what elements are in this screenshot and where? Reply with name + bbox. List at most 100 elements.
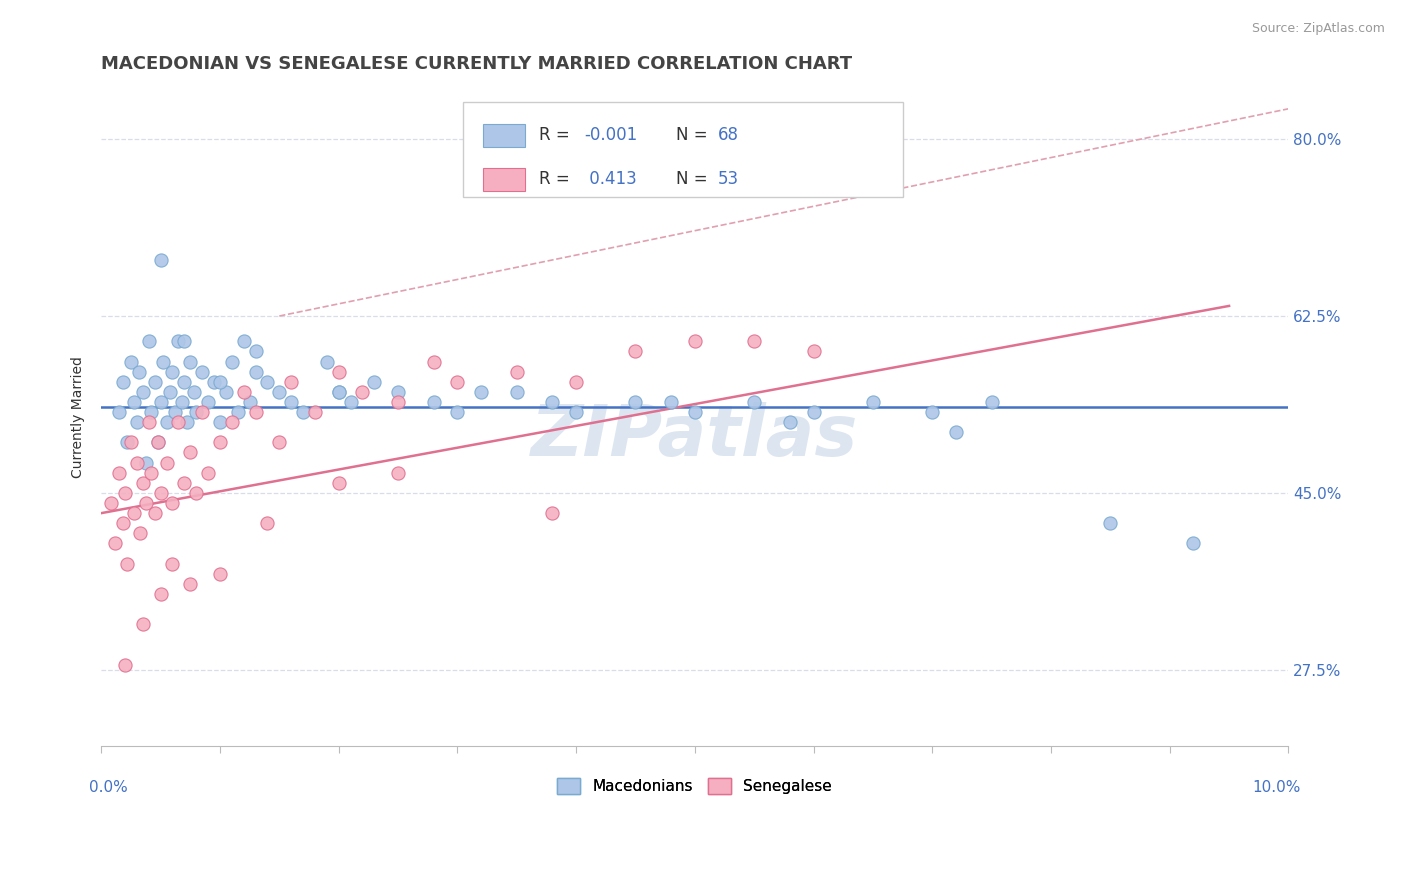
FancyBboxPatch shape xyxy=(484,124,524,146)
Point xyxy=(269,384,291,399)
Point xyxy=(328,365,350,379)
Point xyxy=(304,405,326,419)
Point xyxy=(108,466,131,480)
Point xyxy=(139,466,162,480)
Point xyxy=(125,415,148,429)
Point xyxy=(683,334,706,349)
Point xyxy=(506,365,529,379)
Point xyxy=(565,405,588,419)
Point xyxy=(170,395,193,409)
Point xyxy=(226,405,249,419)
Point xyxy=(256,375,278,389)
Point xyxy=(422,354,444,368)
Point xyxy=(143,375,166,389)
Text: ZIPatlas: ZIPatlas xyxy=(531,402,859,471)
Point xyxy=(176,415,198,429)
Point xyxy=(292,405,315,419)
Point xyxy=(139,405,162,419)
Point xyxy=(179,354,201,368)
Point xyxy=(470,384,492,399)
Point xyxy=(191,365,214,379)
FancyBboxPatch shape xyxy=(484,168,524,191)
Point xyxy=(132,617,155,632)
Point xyxy=(221,415,243,429)
Point xyxy=(124,395,146,409)
Point xyxy=(980,395,1002,409)
Point xyxy=(138,415,160,429)
Point xyxy=(152,354,174,368)
Point xyxy=(506,384,529,399)
Text: 10.0%: 10.0% xyxy=(1251,780,1301,795)
Point xyxy=(162,496,184,510)
Point xyxy=(208,375,231,389)
Point xyxy=(114,657,136,672)
Point xyxy=(862,395,884,409)
Point xyxy=(129,526,152,541)
Point xyxy=(138,334,160,349)
Point xyxy=(387,395,409,409)
Point xyxy=(135,496,157,510)
Point xyxy=(208,415,231,429)
Point xyxy=(280,375,302,389)
Point xyxy=(149,587,172,601)
Point xyxy=(742,334,765,349)
Point xyxy=(624,395,647,409)
Text: MACEDONIAN VS SENEGALESE CURRENTLY MARRIED CORRELATION CHART: MACEDONIAN VS SENEGALESE CURRENTLY MARRI… xyxy=(101,55,852,73)
Point xyxy=(173,375,195,389)
Point xyxy=(163,405,186,419)
Point xyxy=(143,506,166,520)
Point xyxy=(132,384,155,399)
Point xyxy=(111,375,134,389)
Point xyxy=(339,395,361,409)
Point xyxy=(167,334,190,349)
Y-axis label: Currently Married: Currently Married xyxy=(72,356,86,478)
Point xyxy=(114,486,136,500)
Point xyxy=(173,475,195,490)
Point xyxy=(565,375,588,389)
Point xyxy=(779,415,801,429)
Point xyxy=(245,405,267,419)
Point xyxy=(232,334,254,349)
Point xyxy=(245,344,267,359)
Point xyxy=(921,405,943,419)
Point xyxy=(179,445,201,459)
Text: Source: ZipAtlas.com: Source: ZipAtlas.com xyxy=(1251,22,1385,36)
Point xyxy=(328,384,350,399)
Point xyxy=(803,344,825,359)
Point xyxy=(803,405,825,419)
Point xyxy=(239,395,262,409)
Point xyxy=(197,466,219,480)
Text: 68: 68 xyxy=(717,126,738,145)
Point xyxy=(186,486,208,500)
Point xyxy=(232,384,254,399)
Point xyxy=(328,475,350,490)
Point xyxy=(186,405,208,419)
Point xyxy=(149,486,172,500)
Point xyxy=(149,395,172,409)
Point xyxy=(624,344,647,359)
Point xyxy=(945,425,967,440)
Point xyxy=(446,375,468,389)
Point xyxy=(132,475,155,490)
Point xyxy=(197,395,219,409)
Legend: Macedonians, Senegalese: Macedonians, Senegalese xyxy=(551,772,838,800)
Point xyxy=(208,566,231,581)
Point xyxy=(191,405,214,419)
Text: R =: R = xyxy=(540,170,575,188)
Point xyxy=(149,253,172,268)
Point xyxy=(155,415,177,429)
Point xyxy=(179,577,201,591)
Point xyxy=(159,384,181,399)
Point xyxy=(446,405,468,419)
Point xyxy=(541,395,564,409)
Point xyxy=(315,354,337,368)
FancyBboxPatch shape xyxy=(464,102,903,197)
Point xyxy=(120,354,142,368)
Point xyxy=(683,405,706,419)
Point xyxy=(108,405,131,419)
Point xyxy=(363,375,385,389)
Text: N =: N = xyxy=(676,126,713,145)
Point xyxy=(387,384,409,399)
Point xyxy=(541,506,564,520)
Point xyxy=(352,384,374,399)
